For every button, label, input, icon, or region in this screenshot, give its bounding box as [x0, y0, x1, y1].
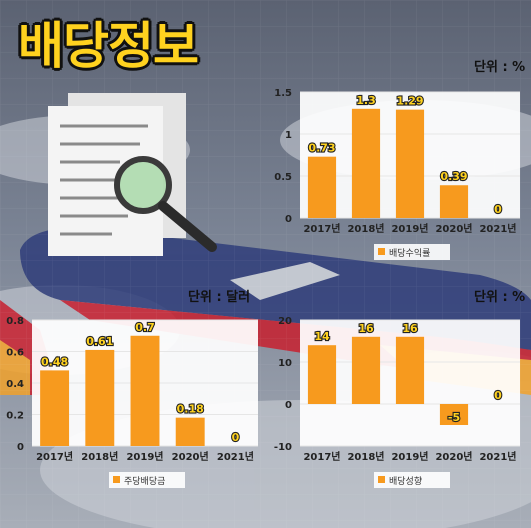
x-tick-label: 2017년: [303, 450, 340, 463]
data-label: 14: [314, 330, 330, 343]
x-tick-label: 2021년: [479, 222, 516, 235]
x-tick-label: 2020년: [435, 222, 472, 235]
legend-label: 주당배당금: [124, 476, 165, 487]
data-label: 0.73: [308, 142, 335, 155]
y-tick-label: 0: [17, 442, 24, 453]
x-tick-label: 2019년: [391, 450, 428, 463]
bar: [351, 108, 381, 218]
x-tick-label: 2020년: [435, 450, 472, 463]
bar: [130, 335, 160, 446]
page-title: 배당정보: [18, 17, 199, 75]
y-tick-label: 20: [278, 316, 292, 327]
data-label: 0.7: [135, 321, 155, 334]
dividend-yield-chart: 0 0.5 1 1.5 0.73 2017년 1.3 2018년 1.29 2019년 0.39 20…: [274, 88, 520, 260]
y-tick-label: 0.2: [6, 411, 24, 422]
x-tick-label: 2017년: [36, 450, 73, 463]
bar: [307, 345, 337, 404]
data-label: 1.3: [356, 94, 376, 107]
data-label: 0.39: [440, 170, 467, 183]
y-tick-label: -10: [274, 442, 292, 453]
data-label: 1.29: [396, 95, 423, 108]
bar: [351, 336, 381, 404]
legend-box: [374, 472, 450, 488]
legend-label: 배당수익률: [389, 247, 430, 259]
legend-label: 배당성향: [389, 475, 422, 487]
y-tick-label: 0.8: [6, 316, 24, 327]
payout-ratio-chart: -10 0 10 20 14 2017년 16 2018년 16 2019년 -5 2020년 0 202…: [274, 316, 520, 488]
legend-swatch: [378, 476, 385, 483]
bar: [40, 370, 70, 446]
chart2-unit-label: 단위 : 달러: [188, 290, 251, 305]
x-tick-label: 2020년: [172, 450, 209, 463]
bar: [175, 417, 205, 446]
y-tick-label: 10: [278, 358, 292, 369]
x-tick-label: 2021년: [479, 450, 516, 463]
chart1-unit-label: 단위 : %: [474, 60, 526, 75]
y-tick-label: 1.5: [274, 88, 292, 99]
bar: [307, 156, 337, 218]
data-label: 0.48: [41, 355, 68, 368]
y-tick-label: 0.5: [274, 172, 292, 183]
data-label: 16: [402, 322, 418, 335]
y-tick-label: 0.6: [6, 348, 24, 359]
data-label: 0: [232, 431, 240, 444]
x-tick-label: 2018년: [81, 450, 118, 463]
y-tick-label: 0: [285, 214, 292, 225]
data-label: 0: [494, 389, 502, 402]
legend-box: [374, 244, 450, 260]
x-tick-label: 2017년: [303, 222, 340, 235]
y-tick-label: 0: [285, 400, 292, 411]
x-tick-label: 2018년: [347, 450, 384, 463]
data-label: 16: [358, 322, 374, 335]
y-tick-label: 1: [285, 130, 292, 141]
x-tick-label: 2018년: [347, 222, 384, 235]
dividend-per-share-chart: 0 0.2 0.4 0.6 0.8 0.48 2017년 0.61 2018년 0.7 2019년 0…: [6, 316, 258, 488]
document-magnifier-icon: [48, 93, 217, 256]
bar: [85, 349, 115, 446]
bar: [439, 185, 469, 218]
x-tick-label: 2021년: [217, 450, 254, 463]
x-tick-label: 2019년: [391, 222, 428, 235]
legend-swatch: [113, 476, 120, 483]
x-tick-label: 2019년: [126, 450, 163, 463]
bar: [395, 109, 425, 218]
data-label: 0.18: [177, 403, 204, 416]
y-tick-label: 0.4: [6, 379, 24, 390]
bar: [439, 404, 469, 425]
chart3-unit-label: 단위 : %: [474, 290, 526, 305]
bar: [395, 336, 425, 404]
legend-swatch: [378, 248, 385, 255]
data-label: -5: [448, 411, 460, 424]
data-label: 0.61: [86, 335, 113, 348]
legend-box: [109, 472, 185, 488]
data-label: 0: [494, 203, 502, 216]
